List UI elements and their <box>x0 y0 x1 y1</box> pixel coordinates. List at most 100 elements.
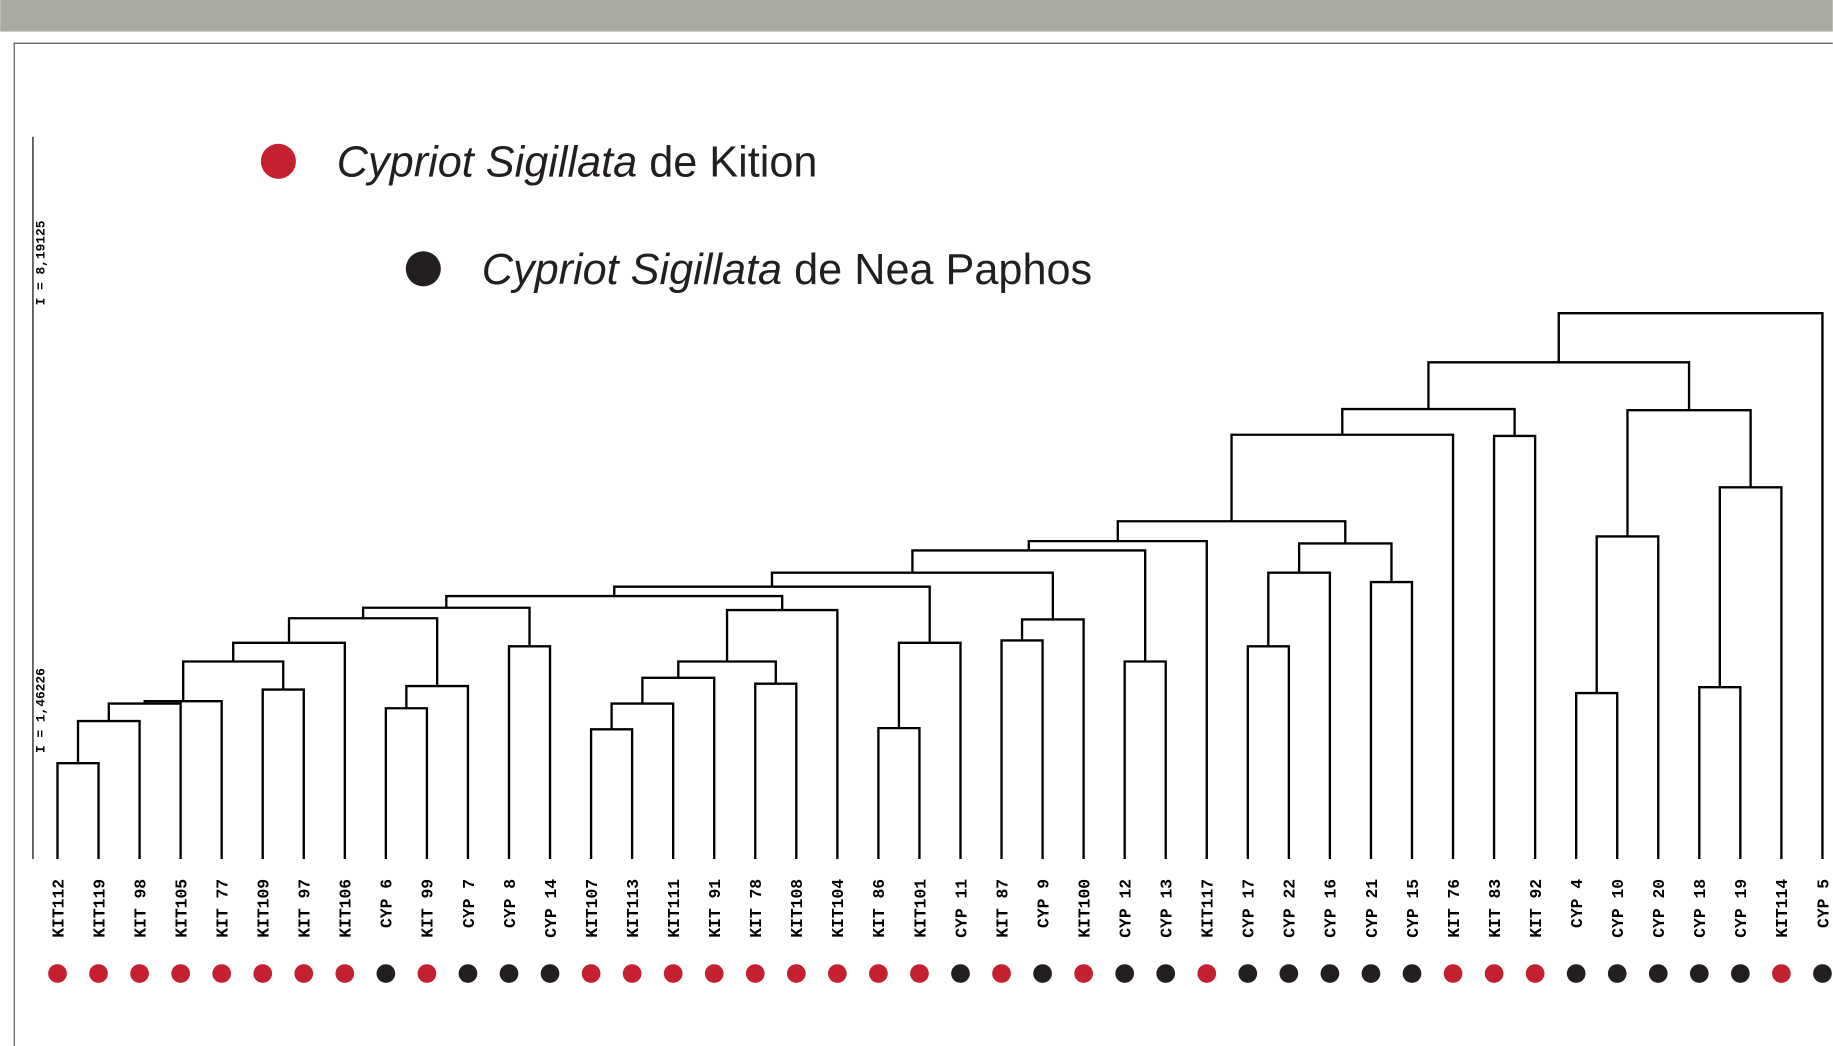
leaf-label: KIT113 <box>624 879 643 938</box>
leaf-dot <box>1156 964 1176 983</box>
branch <box>232 641 346 860</box>
leaf-label: CYP 9 <box>1034 879 1053 928</box>
branch <box>56 762 100 860</box>
leaf-dot <box>253 964 273 983</box>
leaf-dot <box>951 964 970 983</box>
leaf-dot <box>1525 964 1545 983</box>
branch <box>1020 618 1085 860</box>
leaf-label: KIT112 <box>49 879 68 938</box>
branch <box>1575 691 1619 860</box>
leaf-dot <box>910 964 929 983</box>
leaf-label: KIT 76 <box>1445 879 1464 938</box>
leaf-dot <box>1074 964 1093 983</box>
branch <box>1492 434 1537 860</box>
leaf-dot <box>1320 964 1340 983</box>
tree <box>56 312 1824 860</box>
leaf-label: KIT111 <box>665 879 684 938</box>
leaf-dot <box>786 964 806 983</box>
branch <box>1557 312 1824 860</box>
legend-text: de Kition <box>649 138 817 186</box>
leaf-dot <box>376 964 396 983</box>
legend-dot <box>405 251 441 287</box>
leaf-dot <box>1648 964 1668 983</box>
leaf-dot <box>1402 964 1422 983</box>
branch <box>677 660 777 684</box>
branch <box>1427 361 1691 411</box>
leaf-label: KIT117 <box>1199 879 1218 938</box>
leaf-label: KIT109 <box>255 879 274 938</box>
branch <box>911 549 1147 662</box>
leaf-label: CYP 12 <box>1117 879 1136 938</box>
leaves: KIT112 KIT119 KIT 98 KIT105 KIT 77 KIT109 KIT … <box>48 879 1833 983</box>
leaf-label: CYP 22 <box>1281 879 1300 938</box>
branch <box>1123 660 1167 860</box>
branch <box>384 707 429 860</box>
leaf-dot <box>828 964 847 983</box>
leaf-label: KIT 98 <box>131 879 150 938</box>
leaf-label: KIT106 <box>337 879 356 938</box>
legend-label: Cypriot Sigillata de Nea Paphos <box>482 246 1092 294</box>
leaf-label: KIT114 <box>1773 879 1792 938</box>
frame <box>13 42 1833 1046</box>
branch <box>287 617 439 687</box>
branch <box>1718 486 1783 860</box>
leaf-label: CYP 10 <box>1609 879 1628 938</box>
branch <box>361 606 531 647</box>
leaf-label: KIT 92 <box>1527 879 1546 938</box>
leaf-dot <box>48 964 67 983</box>
branch <box>877 726 921 860</box>
branch <box>405 684 470 860</box>
leaf-dot <box>622 964 642 983</box>
leaf-dot <box>1197 964 1217 983</box>
top-band <box>0 0 1833 32</box>
leaf-dot <box>1238 964 1258 983</box>
branch <box>76 719 141 860</box>
leaf-dot <box>458 964 478 983</box>
branch <box>1595 535 1660 860</box>
leaf-label: KIT 91 <box>706 879 725 938</box>
branch <box>1369 580 1414 860</box>
leaf-label: CYP 8 <box>501 879 520 928</box>
leaf-dot <box>1772 964 1791 983</box>
legend-text: de Nea Paphos <box>794 246 1092 294</box>
branch <box>1626 409 1752 537</box>
leaf-dot <box>1115 964 1135 983</box>
leaf-dot <box>1607 964 1627 983</box>
branch <box>507 645 552 860</box>
leaf-dot <box>992 964 1011 983</box>
leaf-label: KIT 86 <box>870 879 889 938</box>
leaf-dot <box>1443 964 1463 983</box>
branch <box>182 660 285 702</box>
leaf-dot <box>581 964 601 983</box>
leaf-label: CYP 15 <box>1404 879 1423 938</box>
leaf-label: CYP 21 <box>1363 879 1382 938</box>
leaf-label: KIT119 <box>90 879 109 938</box>
leaf-label: KIT104 <box>829 879 848 938</box>
leaf-dot <box>869 964 888 983</box>
legend-dot <box>260 143 296 179</box>
leaf-dot <box>1566 964 1586 983</box>
branch <box>1000 639 1044 860</box>
branch <box>641 676 716 860</box>
leaf-dot <box>540 964 560 983</box>
scale-top: I = 8,19125 <box>34 220 49 305</box>
leaf-dot <box>499 964 519 983</box>
leaf-dot <box>1361 964 1381 983</box>
leaf-label: CYP 20 <box>1650 879 1669 938</box>
leaf-label: CYP 19 <box>1732 879 1751 938</box>
branch <box>1246 645 1291 860</box>
leaf-dot <box>1033 964 1052 983</box>
leaf-label: KIT 99 <box>419 879 438 938</box>
leaf-dot <box>1689 964 1709 983</box>
leaf-label: KIT 78 <box>747 879 766 938</box>
leaf-label: KIT100 <box>1075 879 1094 938</box>
leaf-label: KIT 87 <box>993 879 1012 938</box>
leaf-label: KIT107 <box>583 879 602 938</box>
legend-italic: Cypriot Sigillata <box>482 246 782 294</box>
leaf-label: CYP 6 <box>378 879 397 928</box>
leaf-dot <box>1813 964 1832 983</box>
leaf-label: CYP 14 <box>542 879 561 938</box>
legend-label: Cypriot Sigillata de Kition <box>337 138 818 186</box>
branch <box>1341 407 1516 436</box>
leaf-label: CYP 18 <box>1691 879 1710 938</box>
